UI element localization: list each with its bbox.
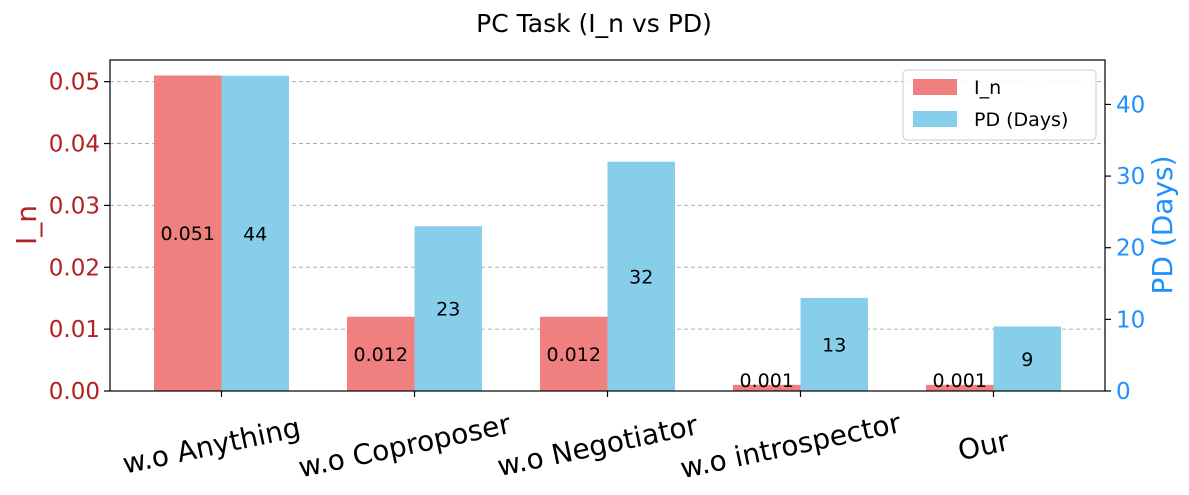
y-right-tick-label: 0 — [1116, 379, 1131, 405]
bar-in — [733, 384, 801, 391]
bar-pd — [607, 161, 675, 391]
data-label-in: 0.012 — [354, 344, 408, 366]
right-axis: 0 10 20 30 40 — [1105, 92, 1145, 405]
bar-pd — [800, 297, 868, 391]
y-right-tick-label: 20 — [1116, 236, 1145, 262]
bar-in — [926, 384, 994, 391]
data-label-in: 0.051 — [161, 223, 215, 245]
y-left-tick-label: 0.00 — [49, 379, 100, 405]
legend-swatch-in — [913, 79, 957, 95]
data-label-pd: 32 — [629, 266, 653, 288]
data-label-pd: 9 — [1021, 349, 1033, 371]
bar-in — [154, 75, 222, 392]
y-left-tick-label: 0.01 — [49, 317, 100, 343]
data-label-pd: 23 — [436, 299, 460, 321]
y-right-tick-label: 10 — [1116, 307, 1145, 333]
bar-in — [540, 316, 608, 391]
data-label-in: 0.001 — [740, 370, 794, 392]
y-left-tick-label: 0.02 — [49, 255, 100, 281]
bars — [154, 75, 1061, 392]
y-right-tick-label: 40 — [1116, 92, 1145, 118]
bar-pd — [221, 75, 289, 391]
y-right-label: PD (Days) — [1146, 155, 1179, 294]
bar-in — [347, 316, 415, 391]
y-left-tick-label: 0.03 — [49, 193, 100, 219]
y-left-label: I_n — [10, 205, 43, 245]
data-label-in: 0.012 — [547, 344, 601, 366]
y-left-tick-label: 0.05 — [49, 70, 100, 96]
data-label-pd: 13 — [822, 334, 846, 356]
left-axis: 0.00 0.01 0.02 0.03 0.04 0.05 — [49, 70, 110, 405]
bar-pd — [993, 326, 1061, 391]
data-label-pd: 44 — [243, 223, 267, 245]
data-label-in: 0.001 — [933, 370, 987, 392]
x-tick-label: Our — [955, 424, 1013, 467]
legend: I_n PD (Days) — [902, 69, 1097, 141]
legend-label-pd: PD (Days) — [974, 109, 1068, 131]
x-tick-label: w.o Negotiator — [494, 408, 701, 483]
x-tick-label: w.o Anything — [120, 411, 304, 481]
legend-label-in: I_n — [974, 77, 1001, 99]
y-right-tick-label: 30 — [1116, 164, 1145, 190]
x-tick-label: w.o Coproposer — [295, 407, 514, 484]
legend-swatch-pd — [913, 111, 957, 127]
chart-title: PC Task (I_n vs PD) — [476, 9, 712, 38]
y-left-tick-label: 0.04 — [49, 132, 100, 158]
bar-labels: 0.051 44 0.012 23 0.012 32 0.001 13 0.001 9 — [161, 223, 1034, 392]
x-tick-label: w.o introspector — [677, 406, 904, 485]
bar-pd — [414, 226, 482, 391]
